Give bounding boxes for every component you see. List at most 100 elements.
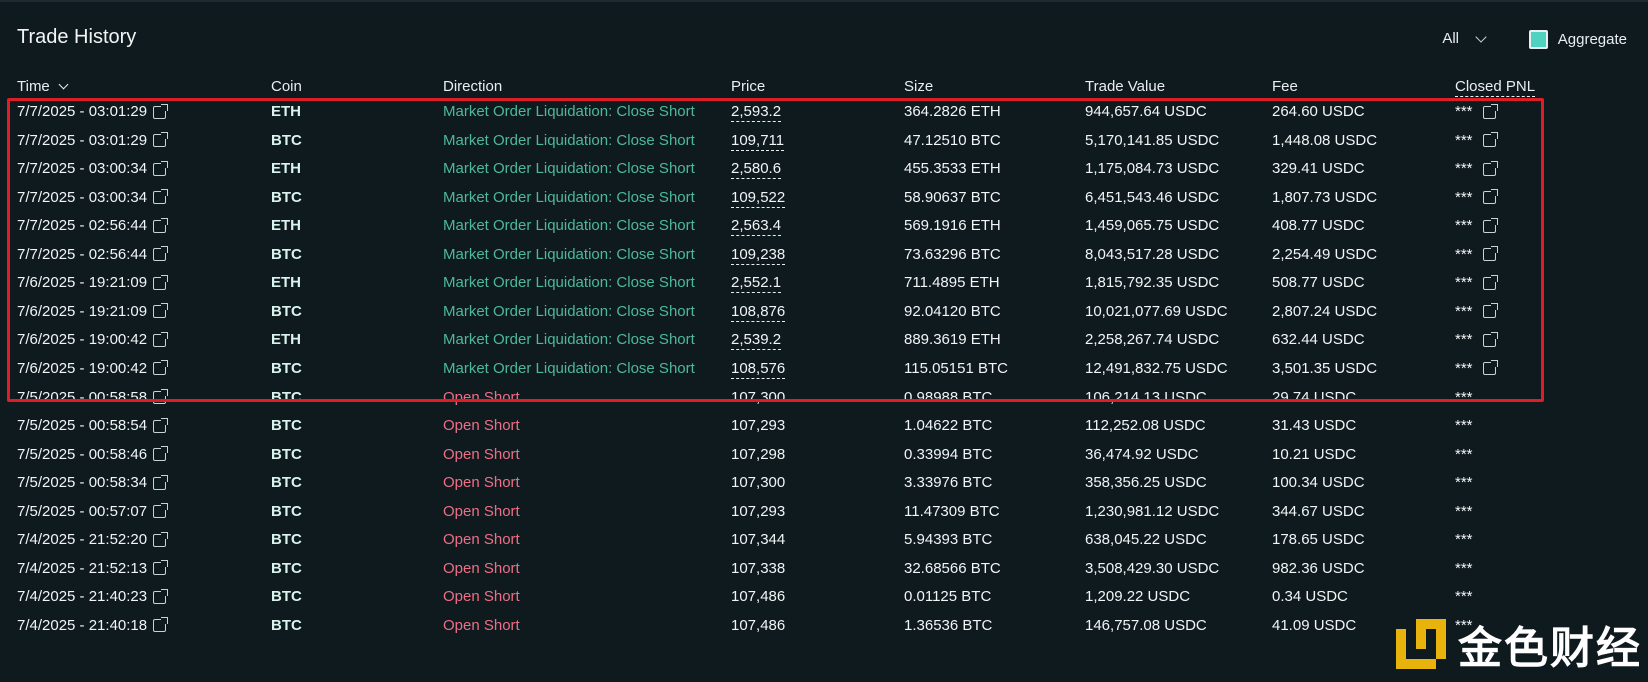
trade-time-cell: 7/4/2025 - 21:40:23 (17, 588, 169, 606)
external-link-icon[interactable] (153, 103, 169, 119)
external-link-icon[interactable] (1482, 132, 1498, 148)
external-link-icon[interactable] (153, 360, 169, 376)
external-link-icon[interactable] (1482, 246, 1498, 262)
price-cell[interactable]: 109,711 (731, 131, 785, 151)
external-link-icon[interactable] (153, 588, 169, 604)
price-cell[interactable]: 109,238 (731, 245, 786, 265)
fee-cell: 2,807.24 USDC (1272, 302, 1378, 320)
external-link-icon[interactable] (153, 160, 169, 176)
closed-pnl-value: *** (1455, 588, 1473, 606)
trade-time-cell: 7/4/2025 - 21:52:20 (17, 531, 169, 548)
trade-value-cell: 2,258,267.74 USDC (1085, 331, 1220, 349)
price-cell[interactable]: 2,552.1 (731, 274, 782, 294)
price-cell[interactable]: 2,563.4 (731, 217, 782, 237)
coin-cell[interactable]: BTC (271, 559, 302, 577)
price-cell[interactable]: 108,576 (731, 359, 786, 379)
external-link-icon[interactable] (153, 303, 169, 319)
price-value: 107,298 (731, 445, 786, 463)
coin-cell[interactable]: ETH (271, 217, 301, 235)
coin-cell[interactable]: BTC (271, 616, 302, 634)
price-value: 107,486 (731, 616, 786, 634)
external-link-icon[interactable] (1482, 303, 1498, 319)
table-row: 7/7/2025 - 03:01:29 BTC Market Order Liqui… (0, 127, 1648, 156)
direction-cell: Open Short (443, 417, 520, 435)
sort-chevron-icon (58, 79, 69, 90)
coin-cell[interactable]: ETH (271, 103, 301, 120)
external-link-icon[interactable] (1482, 360, 1498, 376)
direction-cell: Open Short (443, 588, 520, 606)
external-link-icon[interactable] (153, 560, 169, 576)
coin-cell[interactable]: BTC (271, 588, 302, 606)
fee-cell: 508.77 USDC (1272, 274, 1365, 292)
watermark: 金色财经 (1396, 612, 1642, 676)
external-link-icon[interactable] (1482, 160, 1498, 176)
external-link-icon[interactable] (153, 274, 169, 290)
external-link-icon[interactable] (153, 617, 169, 633)
external-link-icon[interactable] (153, 503, 169, 519)
price-cell: 107,338 (731, 560, 785, 577)
size-cell: 0.98988 BTC (904, 388, 993, 406)
price-value: 107,486 (731, 588, 786, 606)
coin-cell[interactable]: BTC (271, 502, 302, 520)
trade-time-cell: 7/7/2025 - 02:56:44 (17, 217, 169, 235)
golden-logo-icon (1396, 619, 1446, 669)
trade-value-cell: 944,657.64 USDC (1085, 103, 1207, 120)
coin-cell[interactable]: BTC (271, 445, 302, 463)
coin-cell[interactable]: ETH (271, 331, 301, 349)
coin-cell[interactable]: ETH (271, 274, 301, 292)
table-row: 7/5/2025 - 00:58:54 BTC Open Short 107,293 1… (0, 412, 1648, 441)
closed-pnl-value: *** (1455, 474, 1473, 492)
column-header-closed-pnl[interactable]: Closed PNL (1455, 78, 1536, 97)
external-link-icon[interactable] (153, 331, 169, 347)
external-link-icon[interactable] (153, 446, 169, 462)
external-link-icon[interactable] (153, 531, 169, 547)
price-cell[interactable]: 109,522 (731, 188, 786, 208)
coin-cell[interactable]: BTC (271, 359, 302, 377)
external-link-icon[interactable] (1482, 189, 1498, 205)
coin-cell[interactable]: BTC (271, 245, 302, 263)
coin-cell[interactable]: BTC (271, 531, 302, 549)
coin-cell[interactable]: BTC (271, 388, 302, 406)
trade-value-cell: 1,230,981.12 USDC (1085, 502, 1220, 520)
price-cell[interactable]: 108,876 (731, 302, 786, 322)
external-link-icon[interactable] (1482, 274, 1498, 290)
price-cell[interactable]: 2,539.2 (731, 331, 782, 351)
coin-cell[interactable]: BTC (271, 131, 302, 149)
aggregate-toggle[interactable]: Aggregate (1528, 30, 1627, 49)
trade-value-cell: 10,021,077.69 USDC (1085, 302, 1228, 320)
external-link-icon[interactable] (153, 417, 169, 433)
price-cell[interactable]: 2,593.2 (731, 103, 782, 122)
coin-cell[interactable]: BTC (271, 417, 302, 435)
trade-time: 7/4/2025 - 21:40:23 (17, 588, 148, 606)
external-link-icon[interactable] (153, 246, 169, 262)
coin-cell[interactable]: ETH (271, 160, 301, 178)
closed-pnl-value: *** (1455, 160, 1473, 178)
coin-cell[interactable]: BTC (271, 474, 302, 492)
trade-time: 7/7/2025 - 02:56:44 (17, 217, 148, 235)
external-link-icon[interactable] (153, 217, 169, 233)
external-link-icon[interactable] (1482, 103, 1498, 119)
external-link-icon[interactable] (153, 474, 169, 490)
price-cell[interactable]: 2,580.6 (731, 160, 782, 180)
column-header-time[interactable]: Time (17, 78, 69, 95)
external-link-icon[interactable] (1482, 217, 1498, 233)
size-cell: 364.2826 ETH (904, 103, 1001, 120)
trade-time: 7/7/2025 - 03:00:34 (17, 160, 148, 178)
external-link-icon[interactable] (153, 189, 169, 205)
trade-time-cell: 7/7/2025 - 03:01:29 (17, 103, 169, 120)
aggregate-checkbox[interactable] (1528, 30, 1548, 49)
price-cell: 107,344 (731, 532, 785, 548)
trade-time-cell: 7/7/2025 - 03:00:34 (17, 160, 169, 178)
coin-cell[interactable]: BTC (271, 302, 302, 320)
table-row: 7/6/2025 - 19:21:09 BTC Market Order Liqui… (0, 298, 1648, 327)
closed-pnl-value: *** (1455, 417, 1473, 435)
trade-time: 7/7/2025 - 03:00:34 (17, 188, 148, 206)
external-link-icon[interactable] (153, 132, 169, 148)
external-link-icon[interactable] (153, 389, 169, 404)
size-cell: 3.33976 BTC (904, 474, 993, 492)
external-link-icon[interactable] (1482, 331, 1498, 347)
trade-time-cell: 7/4/2025 - 21:40:18 (17, 617, 169, 634)
coin-cell[interactable]: BTC (271, 188, 302, 206)
filter-dropdown[interactable]: All (1442, 30, 1487, 47)
